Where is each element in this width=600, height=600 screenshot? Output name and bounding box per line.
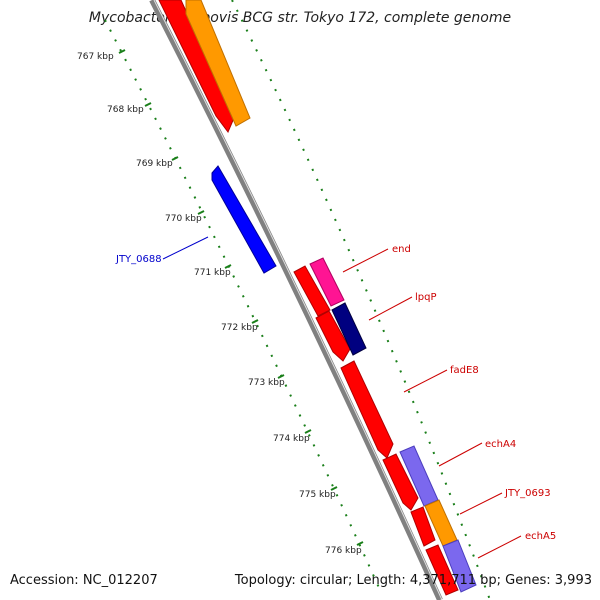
tick-label: 772 kbp [221, 323, 258, 333]
gene-lpqp [331, 302, 367, 356]
gene-label-echa4: echA4 [485, 439, 516, 450]
outer-tick-track [231, 0, 491, 600]
tick-label: 769 kbp [136, 159, 173, 169]
tick-label: 774 kbp [273, 434, 310, 444]
gene-label-end: end [392, 244, 411, 255]
gene-label-jty0693: JTY_0693 [504, 488, 551, 499]
summary-text: Topology: circular; Length: 4,371,711 bp… [234, 573, 592, 588]
accession-text: Accession: NC_012207 [10, 573, 158, 588]
gene-red-upper [158, 0, 235, 133]
gene-label-echa5: echA5 [525, 531, 556, 542]
tick-label: 770 kbp [165, 214, 202, 224]
gene-label-fade8: fadE8 [450, 365, 479, 376]
gene-red-lpqp-left [315, 310, 351, 362]
tick-marks [118, 49, 364, 546]
gene-jty0688 [211, 165, 277, 274]
tick-label: 771 kbp [194, 268, 231, 278]
gene-labels: JTY_0688 end lpqP fadE8 echA4 JTY_0693 e… [115, 244, 556, 542]
gene-end [309, 257, 345, 307]
tick-label: 776 kbp [325, 546, 362, 556]
tick-label: 773 kbp [248, 378, 285, 388]
gene-red-echa5-left [425, 544, 459, 596]
genome-backbone [149, 0, 443, 600]
gene-echa5 [442, 539, 477, 593]
tick-label: 775 kbp [299, 490, 336, 500]
gene-orange-upper [185, 0, 251, 127]
gene-red-jty0693-left [410, 506, 436, 547]
gene-label-lpqp: lpqP [415, 292, 437, 303]
gene-red-echa4-left [382, 453, 419, 511]
gene-fade8 [340, 360, 394, 459]
tick-label: 767 kbp [77, 52, 114, 62]
gene-label-jty0688: JTY_0688 [115, 254, 162, 265]
gene-red-end-left [293, 265, 331, 317]
tick-labels: 767 kbp 768 kbp 769 kbp 770 kbp 771 kbp … [77, 52, 362, 556]
tick-label: 768 kbp [107, 105, 144, 115]
inner-tick-track [104, 19, 381, 591]
genome-backbone-highlight [153, 0, 443, 600]
label-leaders [162, 236, 522, 559]
